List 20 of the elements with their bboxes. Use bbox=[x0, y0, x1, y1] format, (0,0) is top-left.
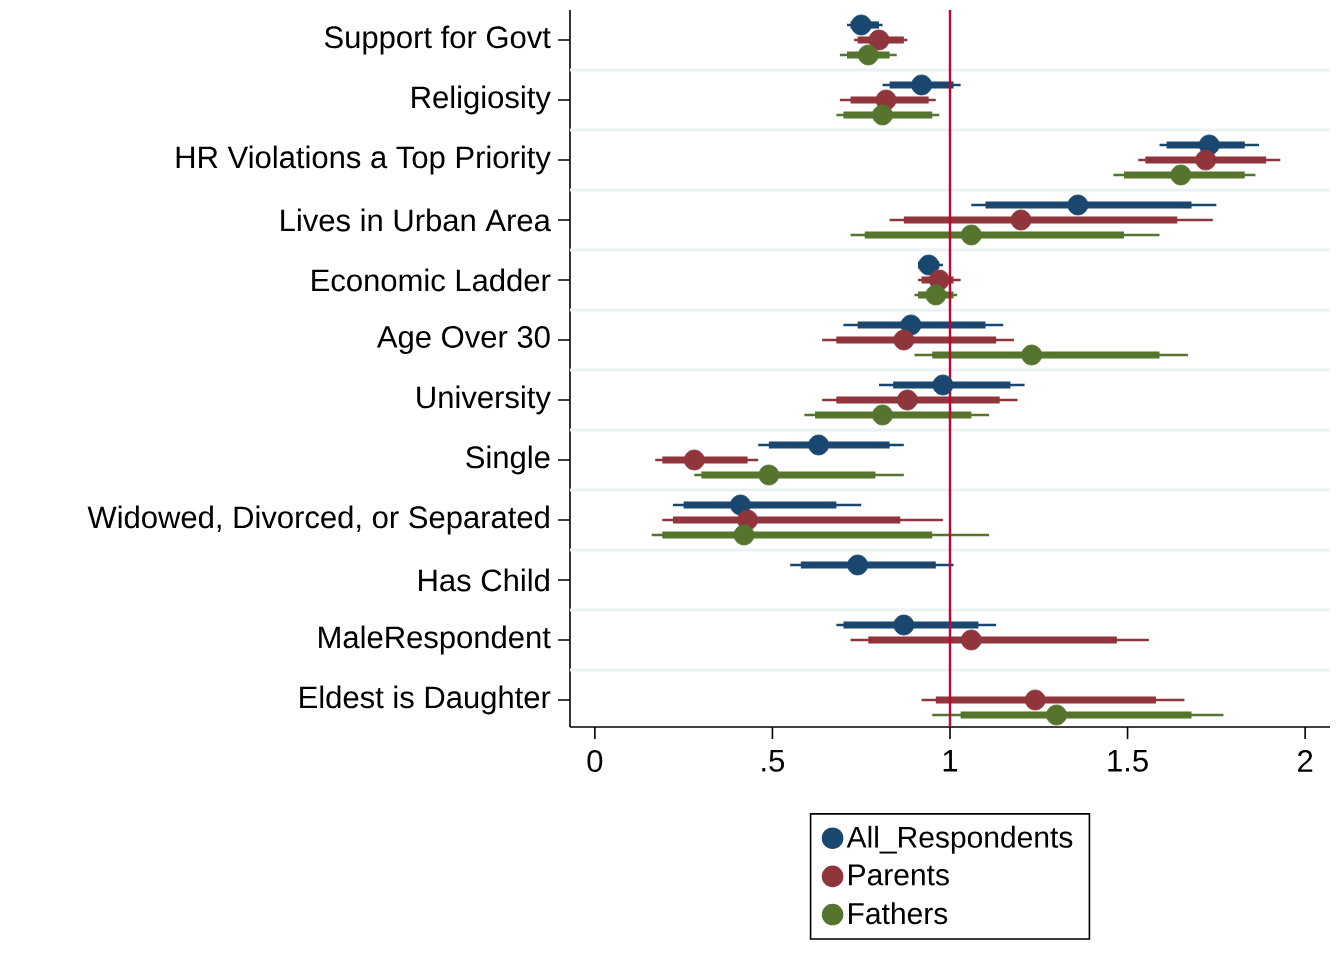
legend-label: All_Respondents bbox=[846, 825, 1073, 854]
y-tick-label: Eldest is Daughter bbox=[300, 685, 551, 715]
y-tick-label: Support for Govt bbox=[324, 25, 551, 55]
y-tick-label: Lives in Urban Area bbox=[281, 208, 551, 232]
y-tick-label: Single bbox=[466, 445, 550, 475]
legend-label: Fathers bbox=[849, 902, 948, 925]
x-tick-label: 2 bbox=[1298, 750, 1313, 772]
x-tick-label: 0 bbox=[587, 750, 603, 773]
y-tick-label: Religiosity bbox=[412, 85, 551, 115]
y-tick-label: Age Over 30 bbox=[376, 325, 550, 355]
y-tick-label: Widowed, Divorced, or Separated bbox=[87, 505, 549, 535]
y-tick-label: MaleRespondent bbox=[319, 625, 551, 655]
x-tick-label: .5 bbox=[762, 750, 785, 772]
y-tick-label: University bbox=[417, 385, 551, 415]
y-tick-label: HR Violations a Top Priority bbox=[176, 145, 551, 175]
x-tick-label: 1.5 bbox=[1108, 750, 1148, 772]
legend-label: Parents bbox=[849, 864, 949, 886]
x-tick-label: 1 bbox=[943, 750, 958, 772]
y-tick-label: Has Child bbox=[419, 568, 549, 592]
y-tick-label: Economic Ladder bbox=[312, 268, 551, 292]
